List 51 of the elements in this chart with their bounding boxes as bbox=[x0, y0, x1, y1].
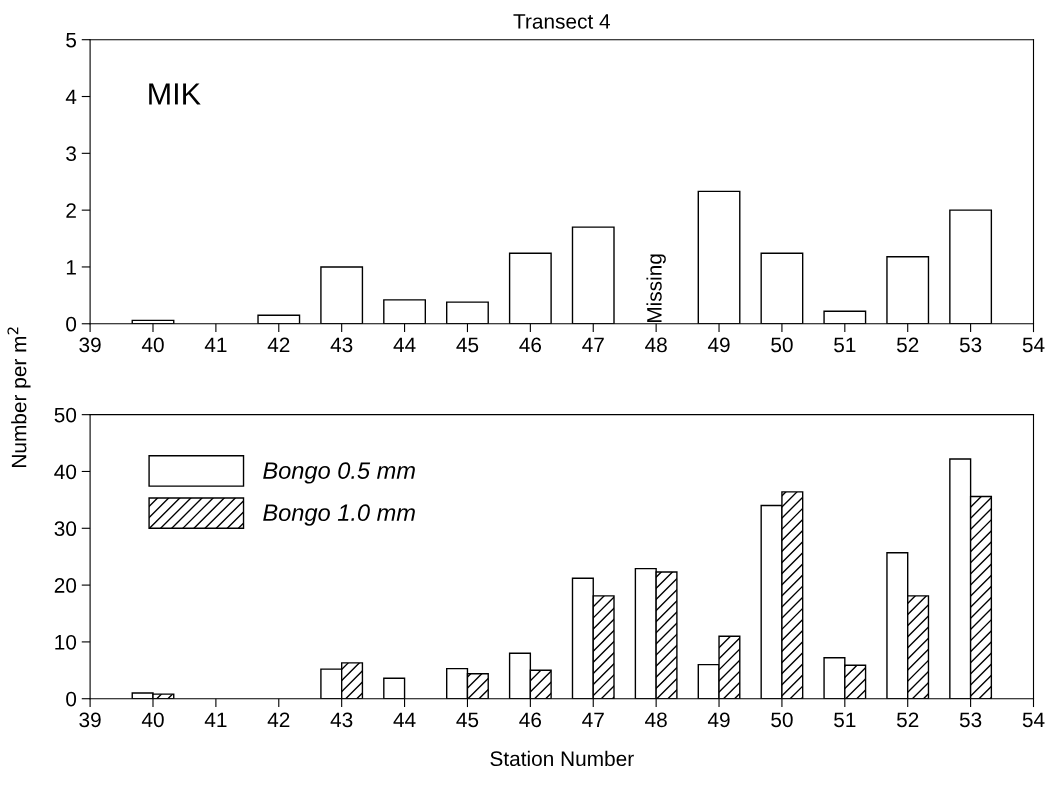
legend-label: Bongo 1.0 mm bbox=[263, 504, 415, 526]
y-tick-label: 30 bbox=[54, 521, 77, 537]
y-tick-label: 0 bbox=[66, 316, 77, 332]
x-tick-label: 44 bbox=[393, 712, 416, 728]
x-tick-label: 49 bbox=[707, 712, 730, 728]
annotation: MIK bbox=[149, 83, 201, 105]
x-tick-label: 54 bbox=[1022, 337, 1045, 353]
y-tick-label: 2 bbox=[66, 203, 76, 218]
x-tick-label: 45 bbox=[456, 712, 479, 728]
x-tick-label: 52 bbox=[896, 712, 919, 728]
x-tick-label: 48 bbox=[645, 712, 667, 728]
x-tick-label: 41 bbox=[204, 712, 227, 728]
x-tick-label: 44 bbox=[393, 337, 416, 353]
x-tick-label: 47 bbox=[582, 337, 604, 353]
x-tick-label: 50 bbox=[771, 337, 793, 353]
legend-label: Bongo 0.5 mm bbox=[263, 462, 415, 484]
x-tick-label: 40 bbox=[141, 712, 164, 728]
x-tick-label: 46 bbox=[519, 712, 542, 728]
x-tick-label: 54 bbox=[1022, 712, 1045, 728]
y-tick-label: 50 bbox=[54, 407, 77, 423]
x-tick-label: 45 bbox=[456, 337, 479, 353]
y-axis-title: Number per m$^{2}$ bbox=[7, 327, 31, 467]
x-tick-label: 46 bbox=[519, 337, 542, 353]
x-tick-label: 51 bbox=[834, 337, 856, 353]
y-tick-label: 10 bbox=[55, 634, 77, 650]
y-tick-label: 20 bbox=[54, 578, 77, 593]
x-tick-label: 51 bbox=[834, 712, 856, 728]
x-tick-label: 42 bbox=[267, 712, 290, 728]
x-tick-label: 43 bbox=[330, 337, 353, 353]
x-tick-label: 41 bbox=[204, 337, 227, 353]
x-tick-label: 53 bbox=[959, 712, 982, 728]
x-tick-label: 40 bbox=[141, 337, 164, 353]
y-tick-label: 0 bbox=[66, 691, 77, 707]
x-tick-label: 47 bbox=[582, 712, 604, 728]
x-tick-label: 52 bbox=[896, 337, 919, 353]
y-tick-label: 1 bbox=[66, 260, 76, 275]
x-tick-label: 50 bbox=[771, 712, 793, 728]
chart-title: Transect 4 bbox=[513, 14, 611, 29]
annotation: Missing bbox=[646, 254, 666, 323]
x-axis-title: Station Number bbox=[490, 750, 634, 767]
y-tick-label: 3 bbox=[66, 146, 76, 162]
x-tick-label: 43 bbox=[330, 712, 353, 728]
y-tick-label: 40 bbox=[54, 464, 77, 480]
x-tick-label: 42 bbox=[267, 337, 290, 353]
y-tick-label: 4 bbox=[65, 89, 77, 105]
x-tick-label: 39 bbox=[79, 712, 101, 728]
x-tick-label: 49 bbox=[707, 337, 730, 353]
y-tick-label: 5 bbox=[66, 32, 77, 48]
x-tick-label: 39 bbox=[79, 337, 101, 353]
x-tick-label: 53 bbox=[959, 337, 982, 353]
x-tick-label: 48 bbox=[645, 337, 667, 353]
